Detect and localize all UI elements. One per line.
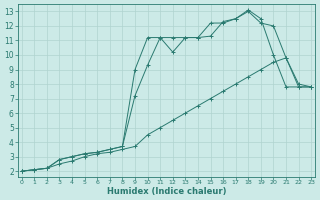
X-axis label: Humidex (Indice chaleur): Humidex (Indice chaleur) (107, 187, 226, 196)
